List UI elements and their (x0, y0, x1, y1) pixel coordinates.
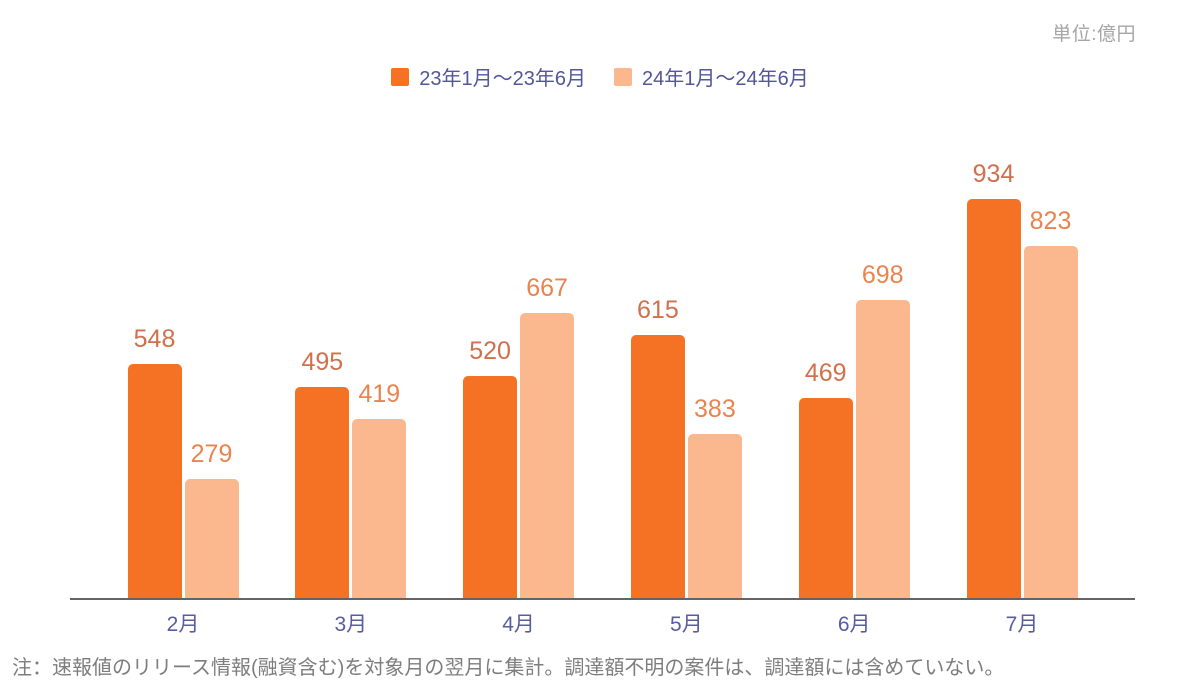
bar-series1-cat6 (966, 199, 1021, 598)
bar-series1-cat1 (127, 364, 182, 598)
value-label: 548 (133, 325, 176, 353)
bar-series1-cat4 (630, 335, 685, 598)
legend-item-2023: 23年1月～23年6月 (391, 62, 586, 91)
x-axis-label: 3月 (334, 613, 368, 636)
x-axis-label: 4月 (502, 613, 535, 636)
value-label: 520 (469, 337, 511, 365)
bar-series2-cat1 (184, 479, 239, 598)
x-axis-label: 2月 (166, 613, 200, 636)
value-label: 469 (804, 359, 847, 387)
value-label: 823 (1029, 207, 1072, 235)
legend-label-2023: 23年1月～23年6月 (419, 68, 586, 90)
bar-series2-cat6 (1023, 246, 1078, 598)
value-label: 279 (190, 440, 233, 468)
x-axis-label: 6月 (837, 613, 871, 636)
legend-item-2024: 24年1月～24年6月 (614, 62, 809, 91)
legend: 23年1月～23年6月 24年1月～24年6月 (0, 62, 1200, 91)
bar-series2-cat2 (352, 419, 407, 598)
x-axis-label: 5月 (670, 613, 703, 636)
legend-swatch-2023 (391, 67, 410, 86)
plot-area: 548 279 2月 495 419 3月 520 667 4月 615 383 5月 469 698 6月… (70, 118, 1135, 636)
unit-label: 単位:億円 (1052, 24, 1136, 45)
x-axis-label: 7月 (1005, 613, 1039, 636)
value-label: 934 (972, 160, 1015, 188)
value-label: 383 (694, 395, 736, 423)
bar-series2-cat5 (855, 300, 910, 598)
bar-series1-cat3 (463, 376, 518, 598)
bar-series2-cat4 (687, 434, 742, 598)
legend-label-2024: 24年1月～24年6月 (642, 68, 809, 90)
value-label: 698 (861, 261, 904, 289)
value-label: 419 (358, 380, 401, 408)
x-axis-line (70, 598, 1135, 600)
value-label: 667 (526, 274, 568, 302)
bar-series1-cat5 (798, 398, 853, 598)
value-label: 615 (637, 296, 679, 324)
chart-note: 注：速報値のリリース情報(融資含む)を対象月の翌月に集計。調達額不明の案件は、調… (12, 657, 1005, 679)
value-label: 495 (301, 348, 344, 376)
bar-series1-cat2 (295, 387, 350, 598)
legend-swatch-2024 (614, 67, 632, 86)
bar-series2-cat3 (520, 313, 575, 598)
